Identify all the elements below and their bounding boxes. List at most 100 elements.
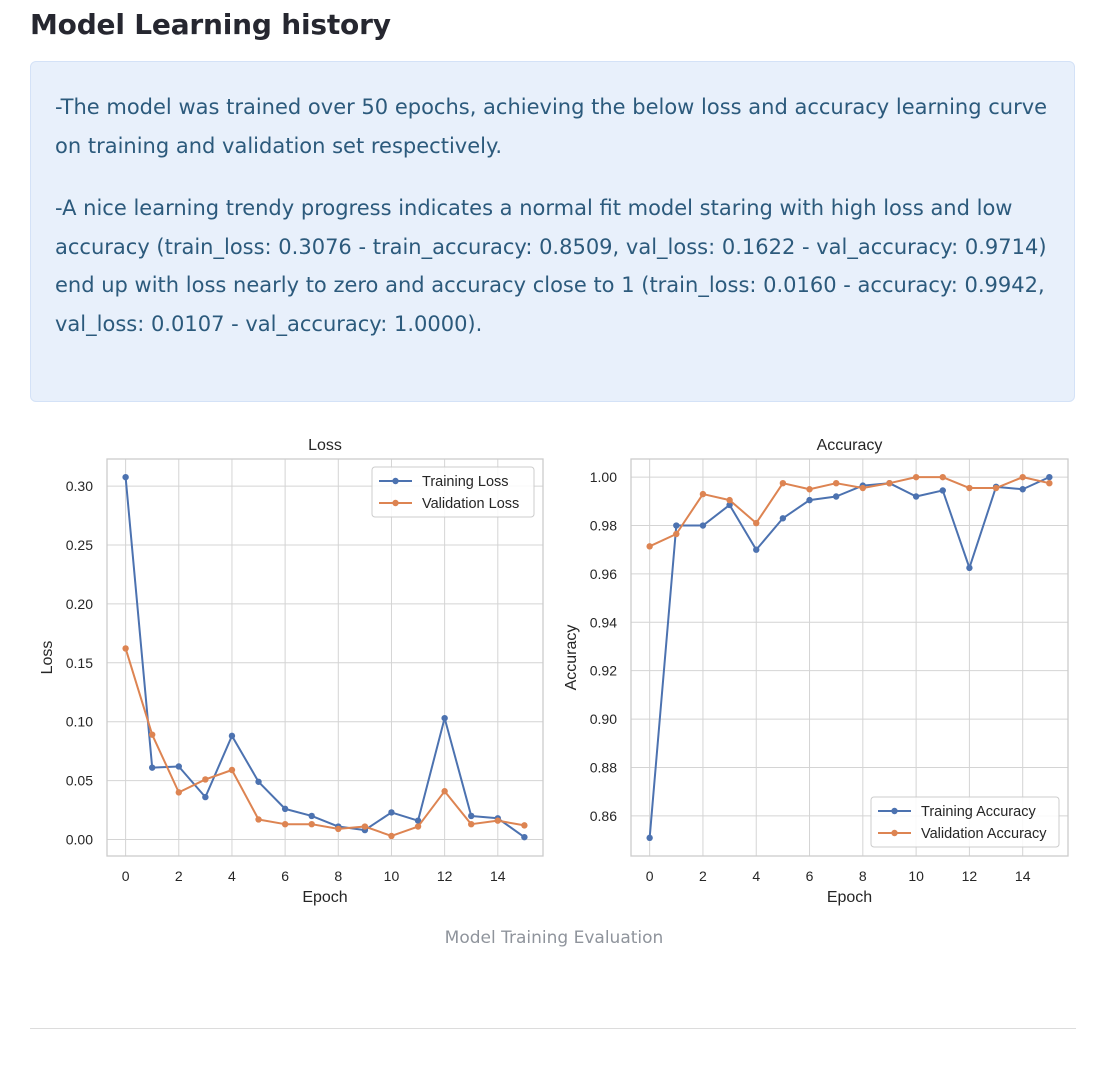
training-accuracy-point [646,834,653,842]
validation-loss-point [335,825,342,833]
training-accuracy-point [832,493,840,500]
training-accuracy-point [699,522,707,529]
validation-loss-point [308,820,315,828]
accuracy-xtick-label: 2 [699,868,707,884]
accuracy-ytick-label: 0.86 [590,808,617,824]
validation-accuracy-point [992,484,1000,492]
accuracy-chart-title: Accuracy [817,437,883,454]
validation-accuracy-point [859,484,867,492]
validation-accuracy-point [1019,473,1026,481]
training-accuracy-point [939,487,946,494]
loss-plot-frame [106,458,544,857]
validation-loss-point [441,788,448,795]
validation-loss-point [202,776,209,783]
accuracy-y-axis-label: Accuracy [563,625,580,691]
training-accuracy-point [806,496,813,504]
training-accuracy-legend-label: Training Accuracy [921,804,1036,820]
validation-loss-line [124,648,525,837]
info-paragraph-1: -The model was trained over 50 epochs, a… [55,95,1048,158]
validation-loss-point [468,820,475,828]
training-loss-point [281,805,289,813]
accuracy-plot-frame [630,458,1069,857]
training-loss-point [202,793,209,801]
training-loss-point [521,833,528,841]
loss-ytick-label: 0.05 [66,773,93,789]
accuracy-xtick-label: 0 [646,868,654,884]
validation-loss-point [255,816,262,823]
loss-xtick-label: 10 [384,868,400,884]
training-accuracy-line [648,476,1050,838]
loss-legend: Training Loss Validation Loss [371,466,535,518]
validation-accuracy-legend-marker [891,829,898,837]
validation-loss-point [148,731,156,738]
validation-accuracy-point [646,543,653,550]
validation-loss-point [494,817,502,824]
info-paragraph-3: end up with loss nearly to zero and accu… [55,273,1045,336]
validation-loss-legend-label: Validation Loss [422,496,519,512]
accuracy-chart: 0 2 4 6 8 10 12 14 0.86 0.88 0.90 0.92 0.94 0.96 0.98 1… [563,437,1069,906]
loss-y-axis-label: Loss [39,641,56,675]
divider [30,1028,1076,1029]
charts-svg: 0 2 4 6 8 10 12 14 0.00 0.05 0.10 0.15 0.20 0.25 0.30 L… [39,437,1069,906]
accuracy-xtick-label: 6 [806,868,814,884]
training-loss-point [388,809,395,816]
training-loss-point [255,778,262,785]
training-loss-legend-label: Training Loss [422,474,509,490]
loss-ytick-label: 0.20 [66,596,93,612]
loss-xtick-label: 12 [437,868,453,884]
loss-x-axis-label: Epoch [302,889,347,906]
accuracy-xtick-label: 8 [859,868,867,884]
training-accuracy-point [753,546,760,553]
validation-loss-point [388,832,395,840]
info-paragraph-2: -A nice learning trendy progress indicat… [55,196,1047,259]
accuracy-xtick-label: 4 [752,868,760,884]
training-loss-point [308,812,315,820]
training-accuracy-point [966,564,973,572]
loss-ytick-label: 0.10 [66,714,93,730]
loss-ytick-label: 0.30 [66,478,93,494]
accuracy-ytick-label: 0.92 [590,663,617,679]
accuracy-legend: Training Accuracy Validation Accuracy [870,796,1060,848]
validation-accuracy-point [966,484,973,492]
loss-xtick-label: 2 [175,868,183,884]
accuracy-ytick-label: 0.90 [590,711,617,727]
loss-ytick-label: 0.15 [66,655,93,671]
training-loss-point [148,764,156,771]
loss-xtick-label: 4 [228,868,236,884]
training-accuracy-point [912,493,920,500]
validation-accuracy-point [699,490,707,498]
validation-accuracy-line [649,476,1050,548]
loss-xtick-label: 6 [281,868,289,884]
loss-chart: 0 2 4 6 8 10 12 14 0.00 0.05 0.10 0.15 0.20 0.25 0.30 L… [39,437,544,906]
accuracy-xtick-label: 10 [908,868,924,884]
loss-xtick-label: 0 [122,868,130,884]
validation-loss-legend-marker [392,499,399,507]
accuracy-ytick-label: 0.94 [590,614,617,630]
accuracy-ytick-label: 0.96 [590,566,617,582]
validation-accuracy-point [886,479,893,487]
training-loss-point [468,812,475,820]
training-loss-point [414,817,422,824]
validation-loss-point [361,823,369,830]
accuracy-legend-box [870,796,1060,848]
validation-accuracy-point [806,486,813,493]
training-loss-point [175,763,182,770]
training-loss-point [228,732,236,740]
validation-accuracy-point [1046,479,1053,487]
validation-loss-point [281,820,289,828]
accuracy-ytick-label: 0.98 [590,518,617,534]
validation-loss-point [521,822,528,829]
validation-accuracy-point [912,473,920,481]
validation-accuracy-point [939,473,946,481]
validation-loss-point [175,789,182,796]
accuracy-x-axis-label: Epoch [827,889,872,906]
training-accuracy-point [779,515,787,522]
validation-loss-point [414,823,422,830]
validation-accuracy-point [779,479,787,487]
accuracy-ytick-label: 1.00 [590,469,617,485]
accuracy-xtick-label: 12 [962,868,978,884]
training-accuracy-point [673,522,680,529]
validation-accuracy-point [726,496,733,504]
accuracy-xtick-label: 14 [1015,868,1031,884]
figure-caption: Model Training Evaluation [444,928,664,948]
